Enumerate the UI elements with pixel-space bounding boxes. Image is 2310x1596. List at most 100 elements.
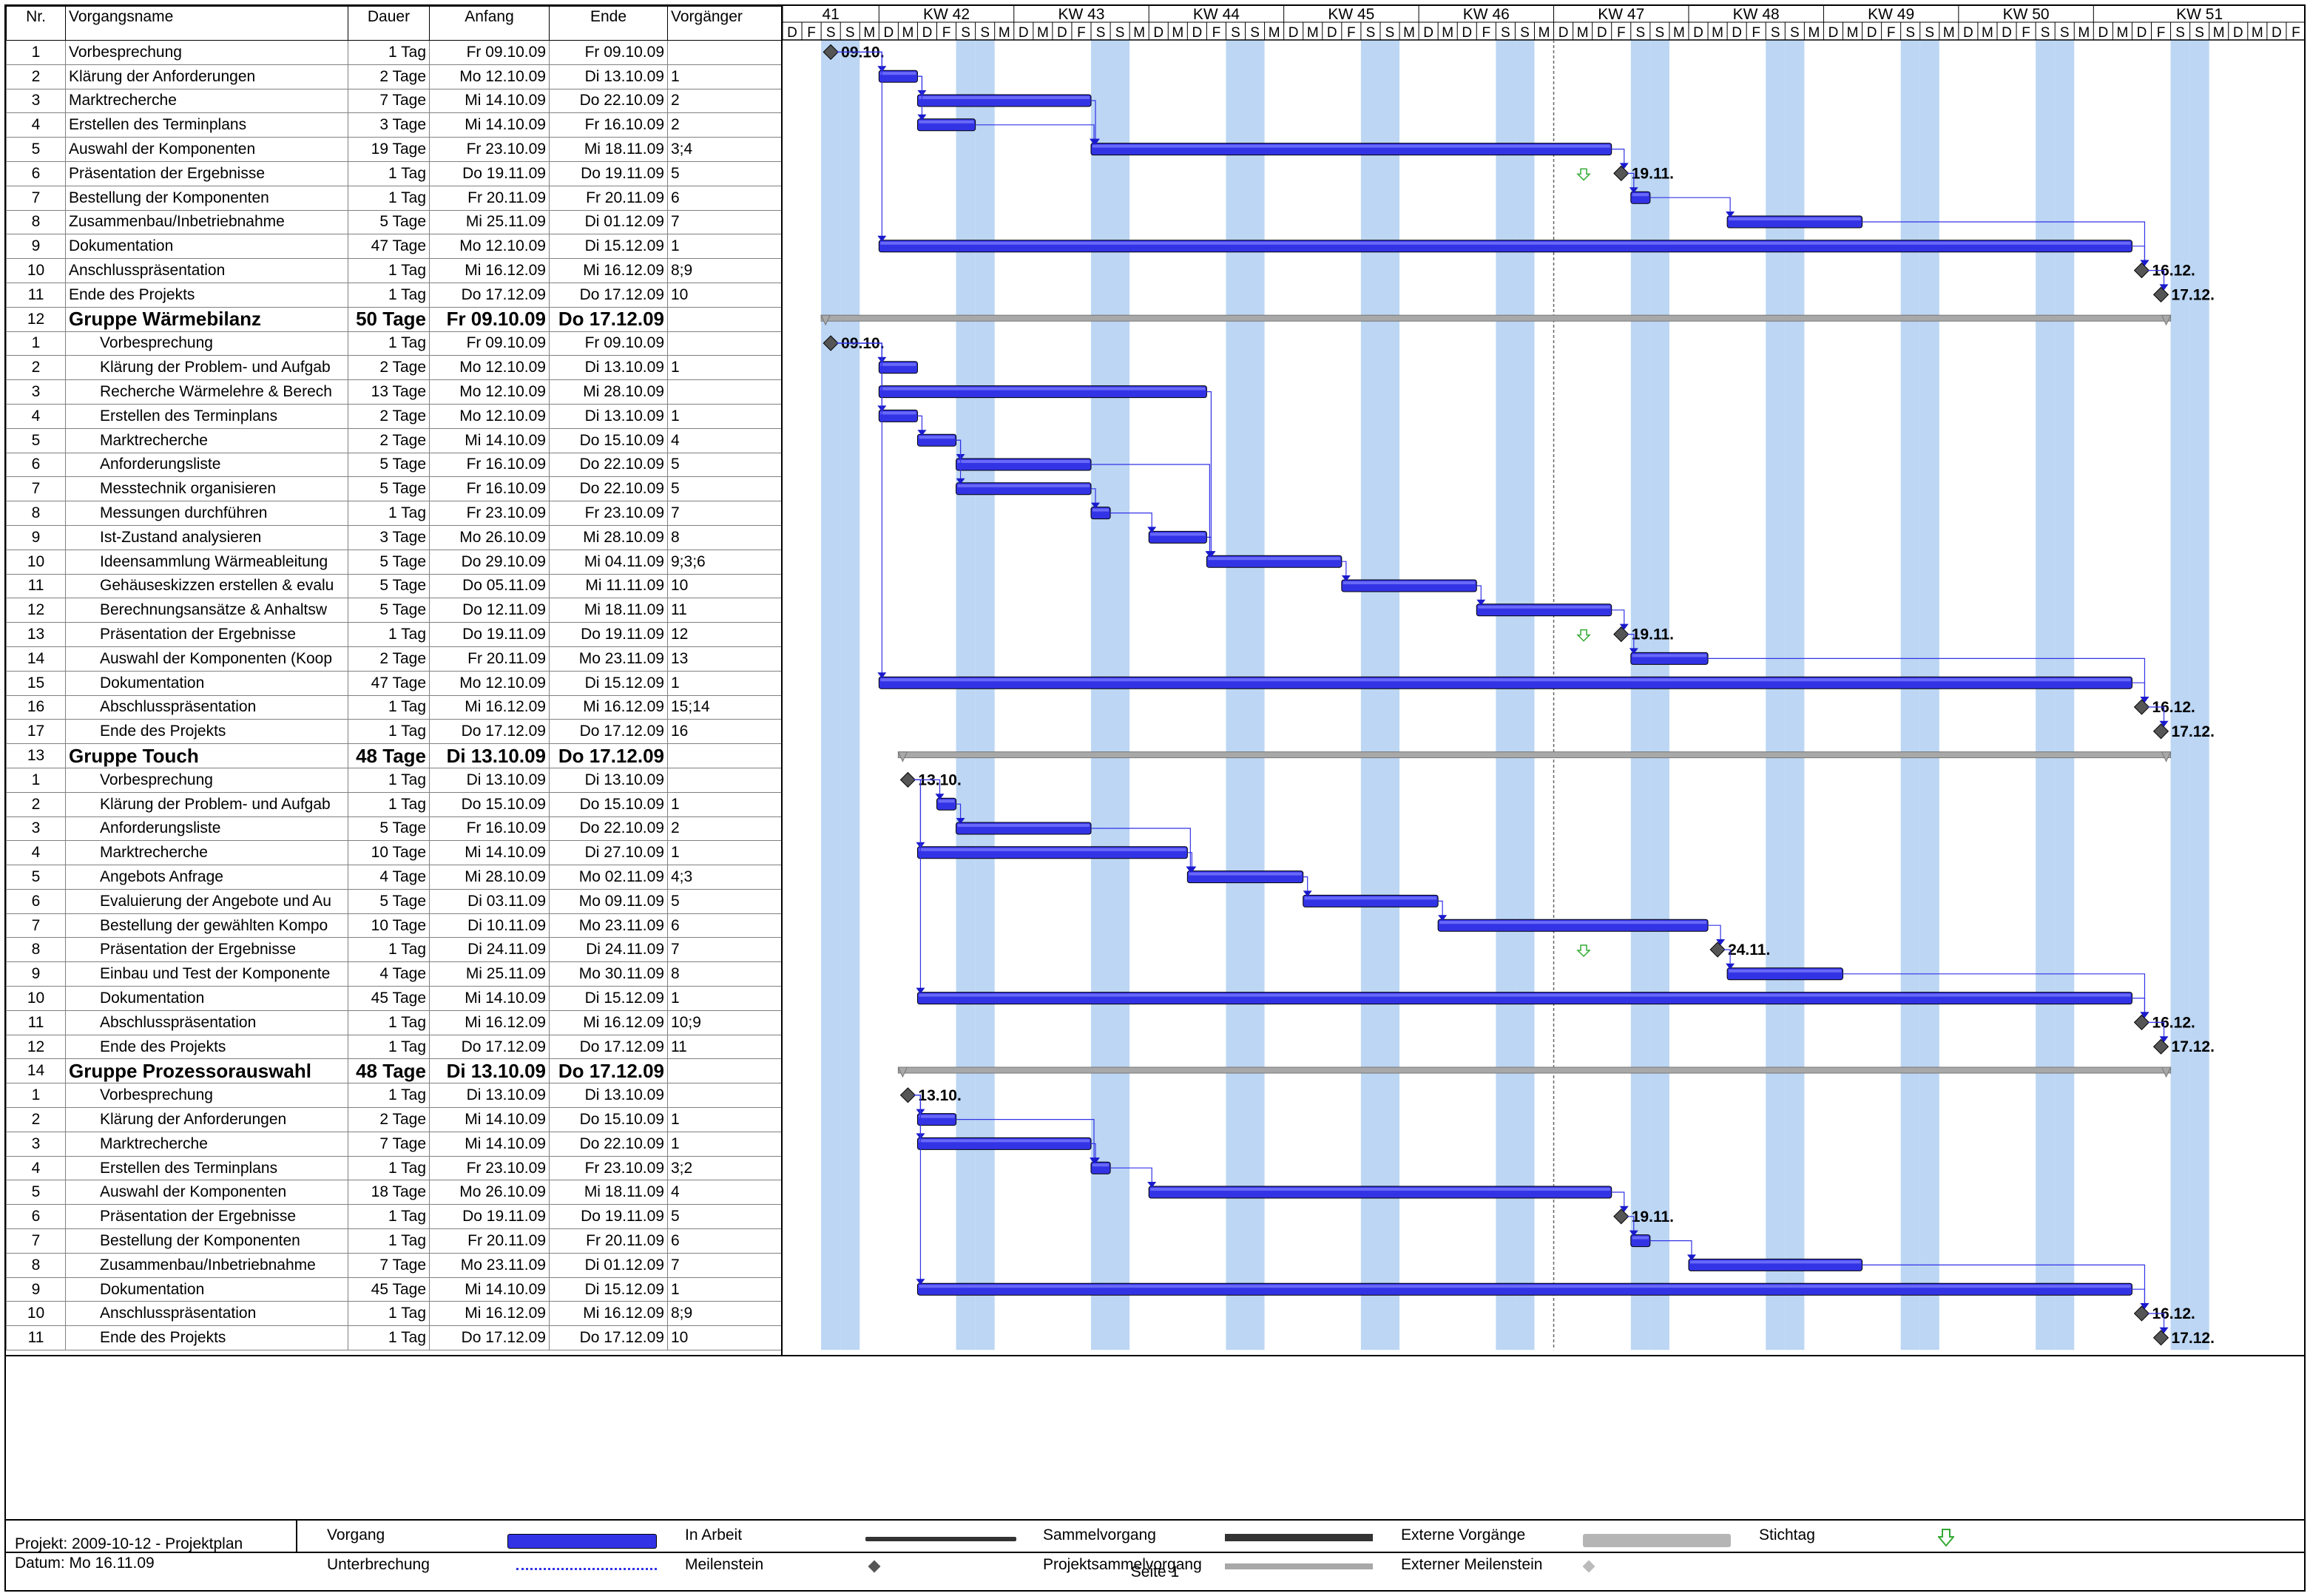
cell-start[interactable]: Fr 09.10.09 (429, 306, 550, 332)
cell-predecessors[interactable]: 8 (667, 961, 782, 987)
cell-duration[interactable]: 4 Tage (348, 865, 430, 890)
cell-start[interactable]: Do 12.11.09 (429, 598, 550, 623)
cell-nr[interactable]: 1 (6, 767, 66, 793)
cell-nr[interactable]: 5 (6, 1180, 66, 1206)
table-row[interactable]: 5 Marktrecherche 2 Tage Mi 14.10.09 Do 15.10… (6, 427, 782, 453)
cell-start[interactable]: Mo 12.10.09 (429, 670, 550, 696)
cell-nr[interactable]: 9 (6, 1277, 66, 1302)
cell-duration[interactable]: 3 Tage (348, 112, 430, 138)
cell-end[interactable]: Di 13.10.09 (549, 64, 668, 89)
table-row[interactable]: 9 Ist-Zustand analysieren 3 Tage Mo 26.10.0… (6, 524, 782, 550)
cell-end[interactable]: Di 13.10.09 (549, 1083, 668, 1109)
cell-end[interactable]: Di 27.10.09 (549, 840, 668, 866)
cell-start[interactable]: Fr 16.10.09 (429, 476, 550, 502)
cell-start[interactable]: Mo 12.10.09 (429, 64, 550, 89)
table-row[interactable]: 8 Zusammenbau/Inbetriebnahme 5 Tage Mi 25.1… (6, 209, 782, 235)
table-row-group[interactable]: 12 Gruppe Wärmebilanz 50 Tage Fr 09.10.09 Do… (6, 306, 782, 332)
cell-duration[interactable]: 5 Tage (348, 549, 430, 575)
table-row[interactable]: 10 Anschlusspräsentation 1 Tag Mi 16.12.09 M… (6, 1301, 782, 1327)
cell-start[interactable]: Mi 16.12.09 (429, 1010, 550, 1035)
cell-start[interactable]: Di 24.11.09 (429, 937, 550, 963)
cell-predecessors[interactable] (667, 1058, 782, 1084)
cell-name[interactable]: Präsentation der Ergebnisse (65, 937, 348, 963)
cell-nr[interactable]: 13 (6, 622, 66, 647)
cell-duration[interactable]: 10 Tage (348, 840, 430, 866)
cell-nr[interactable]: 4 (6, 840, 66, 866)
cell-duration[interactable]: 10 Tage (348, 913, 430, 939)
cell-duration[interactable]: 1 Tag (348, 501, 430, 526)
cell-name[interactable]: Abschlusspräsentation (65, 1010, 348, 1035)
cell-duration[interactable]: 5 Tage (348, 598, 430, 623)
cell-start[interactable]: Fr 20.11.09 (429, 185, 550, 211)
cell-end[interactable]: Mi 16.12.09 (549, 258, 668, 283)
cell-end[interactable]: Do 17.12.09 (549, 1034, 668, 1060)
cell-nr[interactable]: 11 (6, 282, 66, 308)
table-row[interactable]: 17 Ende des Projekts 1 Tag Do 17.12.09 Do 17… (6, 719, 782, 745)
cell-name[interactable]: Anforderungsliste (65, 452, 348, 478)
cell-name[interactable]: Evaluierung der Angebote und Au (65, 888, 348, 914)
cell-end[interactable]: Do 15.10.09 (549, 791, 668, 817)
cell-nr[interactable]: 13 (6, 743, 66, 768)
cell-nr[interactable]: 2 (6, 355, 66, 381)
cell-nr[interactable]: 5 (6, 865, 66, 890)
cell-name[interactable]: Ideensammlung Wärmeableitung (65, 549, 348, 575)
cell-end[interactable]: Mo 30.11.09 (549, 961, 668, 987)
cell-name[interactable]: Dokumentation (65, 986, 348, 1011)
cell-start[interactable]: Mi 28.10.09 (429, 865, 550, 890)
table-row[interactable]: 11 Gehäuseskizzen erstellen & evalu 5 Tage… (6, 573, 782, 599)
cell-name[interactable]: Angebots Anfrage (65, 865, 348, 890)
cell-nr[interactable]: 3 (6, 379, 66, 405)
cell-name[interactable]: Marktrecherche (65, 88, 348, 114)
cell-predecessors[interactable]: 1 (667, 1107, 782, 1132)
cell-predecessors[interactable]: 6 (667, 1228, 782, 1254)
cell-start[interactable]: Di 13.10.09 (429, 1083, 550, 1109)
cell-predecessors[interactable]: 5 (667, 452, 782, 478)
cell-name[interactable]: Ende des Projekts (65, 282, 348, 308)
cell-predecessors[interactable]: 2 (667, 816, 782, 842)
cell-name[interactable]: Zusammenbau/Inbetriebnahme (65, 209, 348, 235)
cell-nr[interactable]: 8 (6, 501, 66, 526)
cell-name[interactable]: Klärung der Problem- und Aufgab (65, 791, 348, 817)
cell-predecessors[interactable]: 7 (667, 501, 782, 526)
table-row[interactable]: 4 Erstellen des Terminplans 1 Tag Fr 23.10.… (6, 1155, 782, 1181)
col-header-nr[interactable]: Nr. (6, 6, 66, 41)
table-row[interactable]: 7 Bestellung der Komponenten 1 Tag Fr 20.11… (6, 1228, 782, 1254)
cell-duration[interactable]: 1 Tag (348, 1325, 430, 1351)
cell-predecessors[interactable]: 13 (667, 646, 782, 672)
cell-name[interactable]: Auswahl der Komponenten (65, 137, 348, 162)
cell-start[interactable]: Mi 14.10.09 (429, 1131, 550, 1157)
table-row[interactable]: 2 Klärung der Anforderungen 2 Tage Mo 12.10… (6, 64, 782, 89)
table-row-group[interactable]: 14 Gruppe Prozessorauswahl 48 Tage Di 13.10… (6, 1058, 782, 1084)
cell-duration[interactable]: 19 Tage (348, 137, 430, 162)
table-row[interactable]: 2 Klärung der Anforderungen 2 Tage Mi 14.10… (6, 1107, 782, 1132)
cell-end[interactable]: Di 15.12.09 (549, 1277, 668, 1302)
cell-start[interactable]: Mo 23.11.09 (429, 1252, 550, 1278)
cell-start[interactable]: Fr 09.10.09 (429, 331, 550, 356)
cell-predecessors[interactable]: 1 (667, 791, 782, 817)
cell-nr[interactable]: 11 (6, 1325, 66, 1351)
cell-duration[interactable]: 1 Tag (348, 791, 430, 817)
cell-nr[interactable]: 12 (6, 598, 66, 623)
cell-name[interactable]: Dokumentation (65, 1277, 348, 1302)
col-header-predecessors[interactable]: Vorgänger (667, 6, 782, 41)
cell-predecessors[interactable]: 4 (667, 427, 782, 453)
cell-nr[interactable]: 10 (6, 1301, 66, 1327)
cell-name[interactable]: Zusammenbau/Inbetriebnahme (65, 1252, 348, 1278)
cell-nr[interactable]: 11 (6, 573, 66, 599)
cell-start[interactable]: Mo 12.10.09 (429, 379, 550, 405)
cell-nr[interactable]: 4 (6, 403, 66, 429)
table-row[interactable]: 4 Marktrecherche 10 Tage Mi 14.10.09 Di 27.1… (6, 840, 782, 866)
cell-start[interactable]: Do 17.12.09 (429, 1034, 550, 1060)
cell-start[interactable]: Mi 25.11.09 (429, 209, 550, 235)
cell-start[interactable]: Do 17.12.09 (429, 719, 550, 745)
cell-start[interactable]: Fr 16.10.09 (429, 452, 550, 478)
cell-start[interactable]: Mi 14.10.09 (429, 986, 550, 1011)
cell-name[interactable]: Klärung der Anforderungen (65, 64, 348, 89)
cell-name[interactable]: Erstellen des Terminplans (65, 1155, 348, 1181)
cell-end[interactable]: Do 17.12.09 (549, 282, 668, 308)
cell-end[interactable]: Mi 16.12.09 (549, 694, 668, 720)
table-row[interactable]: 13 Präsentation der Ergebnisse 1 Tag Do 19.… (6, 622, 782, 647)
table-row[interactable]: 10 Dokumentation 45 Tage Mi 14.10.09 Di 15.1… (6, 986, 782, 1011)
cell-duration[interactable]: 1 Tag (348, 40, 430, 65)
cell-duration[interactable]: 3 Tage (348, 524, 430, 550)
